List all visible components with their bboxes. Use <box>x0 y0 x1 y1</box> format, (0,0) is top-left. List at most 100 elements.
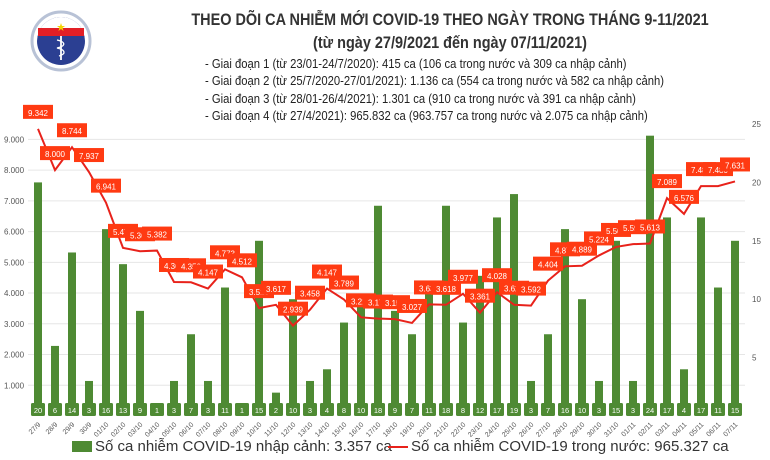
line-label-box <box>57 123 87 138</box>
bar <box>119 264 127 416</box>
bar <box>255 240 263 416</box>
x-axis-date-label: 28/9 <box>45 421 60 436</box>
phase-note-3: - Giai đoạn 3 (từ 28/01-26/4/2021): 1.30… <box>205 92 636 106</box>
x-axis-date-label: 04/11 <box>671 421 688 438</box>
bar-label-box <box>116 403 130 416</box>
x-axis-date-label: 30/10 <box>586 421 603 438</box>
bar-label-box <box>337 403 351 416</box>
line-value-label: 3.630 <box>419 284 440 293</box>
bar <box>170 380 178 416</box>
bar <box>493 217 501 416</box>
bar <box>561 229 569 416</box>
x-axis-date-label: 09/10 <box>229 421 246 438</box>
bar-value-label: 17 <box>663 406 671 415</box>
x-axis-date-label: 23/10 <box>467 421 484 438</box>
bar <box>204 380 212 416</box>
bar-label-box <box>439 403 453 416</box>
bar-label-box <box>286 403 300 416</box>
bar-label-box <box>201 403 215 416</box>
right-axis-tick: 15 <box>752 237 761 246</box>
x-axis-date-label: 19/10 <box>399 421 416 438</box>
line-value-label: 5.590 <box>623 224 644 233</box>
phase-note-4: - Giai đoạn 4 (từ 27/4/2021): 965.832 ca… <box>205 109 648 123</box>
bar <box>68 252 76 416</box>
legend-imported: Số ca nhiễm COVID-19 nhập cảnh: 3.357 ca <box>72 438 392 455</box>
line-value-label: 3.210 <box>351 297 372 306</box>
bar-label-box <box>320 403 334 416</box>
line-value-label: 3.361 <box>470 293 491 302</box>
x-axis-date-label: 03/10 <box>127 421 144 438</box>
line-label-box <box>652 174 682 189</box>
bar <box>221 287 229 416</box>
line-value-label: 4.512 <box>232 257 253 266</box>
bar-label-box <box>150 403 164 416</box>
x-axis-date-label: 29/9 <box>62 421 77 436</box>
line-value-label: 3.789 <box>334 280 355 289</box>
line-value-label: 3.170 <box>368 299 389 308</box>
bar-value-label: 14 <box>68 406 76 415</box>
bar <box>306 380 314 416</box>
x-axis-date-label: 27/9 <box>28 421 43 436</box>
legend-domestic: Số ca nhiễm COVID-19 trong nước: 965.327… <box>388 438 729 455</box>
bar-value-label: 17 <box>493 406 501 415</box>
bar <box>374 205 382 416</box>
line-value-label: 5.470 <box>113 228 134 237</box>
bar-value-label: 3 <box>172 406 176 415</box>
line-value-label: 3.592 <box>521 286 542 295</box>
bar-value-label: 7 <box>410 406 414 415</box>
x-axis-date-label: 06/11 <box>705 421 722 438</box>
line-value-label: 2.939 <box>283 306 304 315</box>
bar <box>102 229 110 416</box>
bar-value-label: 3 <box>631 406 635 415</box>
bar-value-label: 3 <box>597 406 601 415</box>
bar-label-box <box>524 403 538 416</box>
bar <box>595 380 603 416</box>
bar <box>731 240 739 416</box>
line-value-label: 3.027 <box>402 303 423 312</box>
x-axis-date-label: 21/10 <box>433 421 450 438</box>
line-label-box <box>261 280 291 295</box>
bar-value-label: 7 <box>189 406 193 415</box>
x-axis-date-label: 02/11 <box>637 421 654 438</box>
bar-label-box <box>405 403 419 416</box>
right-axis-tick: 25 <box>752 120 761 129</box>
line-value-label: 4.350 <box>181 262 202 271</box>
bar-label-box <box>575 403 589 416</box>
x-axis-date-label: 06/10 <box>178 421 195 438</box>
bar <box>442 205 450 416</box>
bar <box>697 217 705 416</box>
line-value-label: 8.000 <box>45 150 66 159</box>
bar-label-box <box>252 403 266 416</box>
bar-label-box <box>609 403 623 416</box>
line-value-label: 5.360 <box>130 231 151 240</box>
x-axis-date-label: 13/10 <box>297 421 314 438</box>
x-axis-date-label: 02/10 <box>110 421 127 438</box>
x-axis-date-label: 07/11 <box>722 421 739 438</box>
line-label-box <box>142 226 172 241</box>
bar-label-box <box>167 403 181 416</box>
bar-value-label: 1 <box>240 406 244 415</box>
bar-label-box <box>473 403 487 416</box>
line-value-label: 5.613 <box>640 223 661 232</box>
line-value-label: 6.941 <box>96 183 117 192</box>
bar-value-label: 20 <box>34 406 42 415</box>
x-axis-date-label: 17/10 <box>365 421 382 438</box>
line-value-label: 5.224 <box>589 235 610 244</box>
bar-value-label: 18 <box>442 406 450 415</box>
bar-label-box <box>235 403 249 416</box>
line-value-label: 3.150 <box>385 299 406 308</box>
bar-label-box <box>694 403 708 416</box>
bar <box>629 380 637 416</box>
line-label-box <box>482 268 512 283</box>
x-axis-date-label: 18/10 <box>382 421 399 438</box>
x-axis-date-label: 01/10 <box>93 421 110 438</box>
bar-label-box <box>99 403 113 416</box>
bar-label-box <box>592 403 606 416</box>
bar-value-label: 15 <box>612 406 620 415</box>
line-label-box <box>329 275 359 290</box>
bar <box>578 299 586 416</box>
bar-value-label: 1 <box>155 406 159 415</box>
legend-imported-label: Số ca nhiễm COVID-19 nhập cảnh: 3.357 ca <box>95 438 392 455</box>
line-label-box <box>74 148 104 163</box>
bar-label-box <box>269 403 283 416</box>
